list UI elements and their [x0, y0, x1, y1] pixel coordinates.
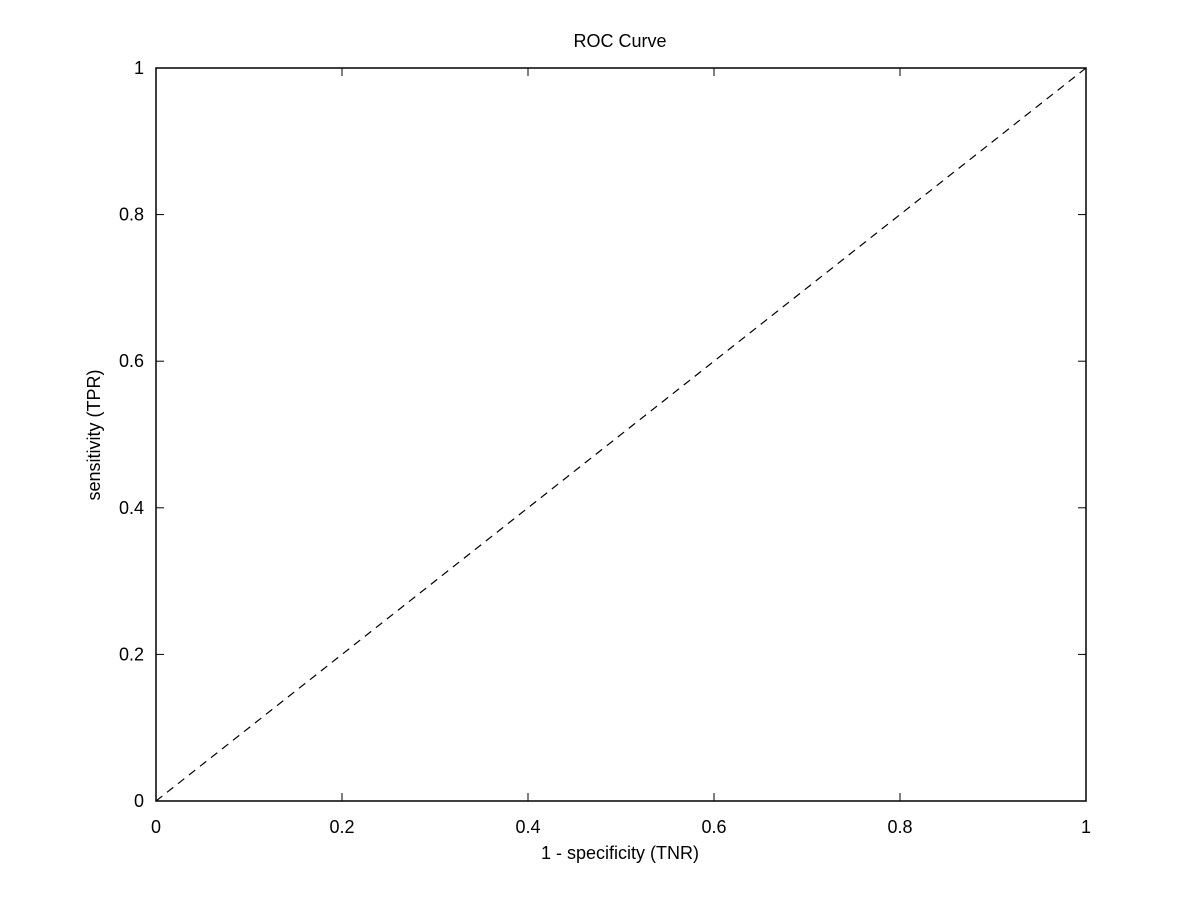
chart-title: ROC Curve [573, 31, 666, 51]
y-tick-label: 0.8 [119, 205, 144, 225]
series-layer [155, 67, 1087, 802]
x-tick-label: 1 [1081, 817, 1091, 837]
series-line [155, 67, 1087, 802]
y-tick-label: 0 [134, 791, 144, 811]
y-tick-label: 0.6 [119, 351, 144, 371]
x-tick-label: 0.4 [515, 817, 540, 837]
axis-ticks: 0 0.2 0.4 0.6 0.8 1 0 0.2 0.4 0.6 0.8 1 [119, 58, 1091, 837]
plot-frame [155, 67, 1087, 802]
y-tick-label: 0.2 [119, 644, 144, 664]
x-tick-label: 0.2 [329, 817, 354, 837]
x-tick-label: 0 [151, 817, 161, 837]
plot-area [155, 67, 1087, 802]
x-tick-label: 0.8 [887, 817, 912, 837]
x-tick-label: 0.6 [701, 817, 726, 837]
y-axis-label: sensitivity (TPR) [84, 369, 104, 500]
y-tick-label: 1 [134, 58, 144, 78]
x-axis-label: 1 - specificity (TNR) [541, 843, 699, 863]
y-tick-label: 0.4 [119, 498, 144, 518]
